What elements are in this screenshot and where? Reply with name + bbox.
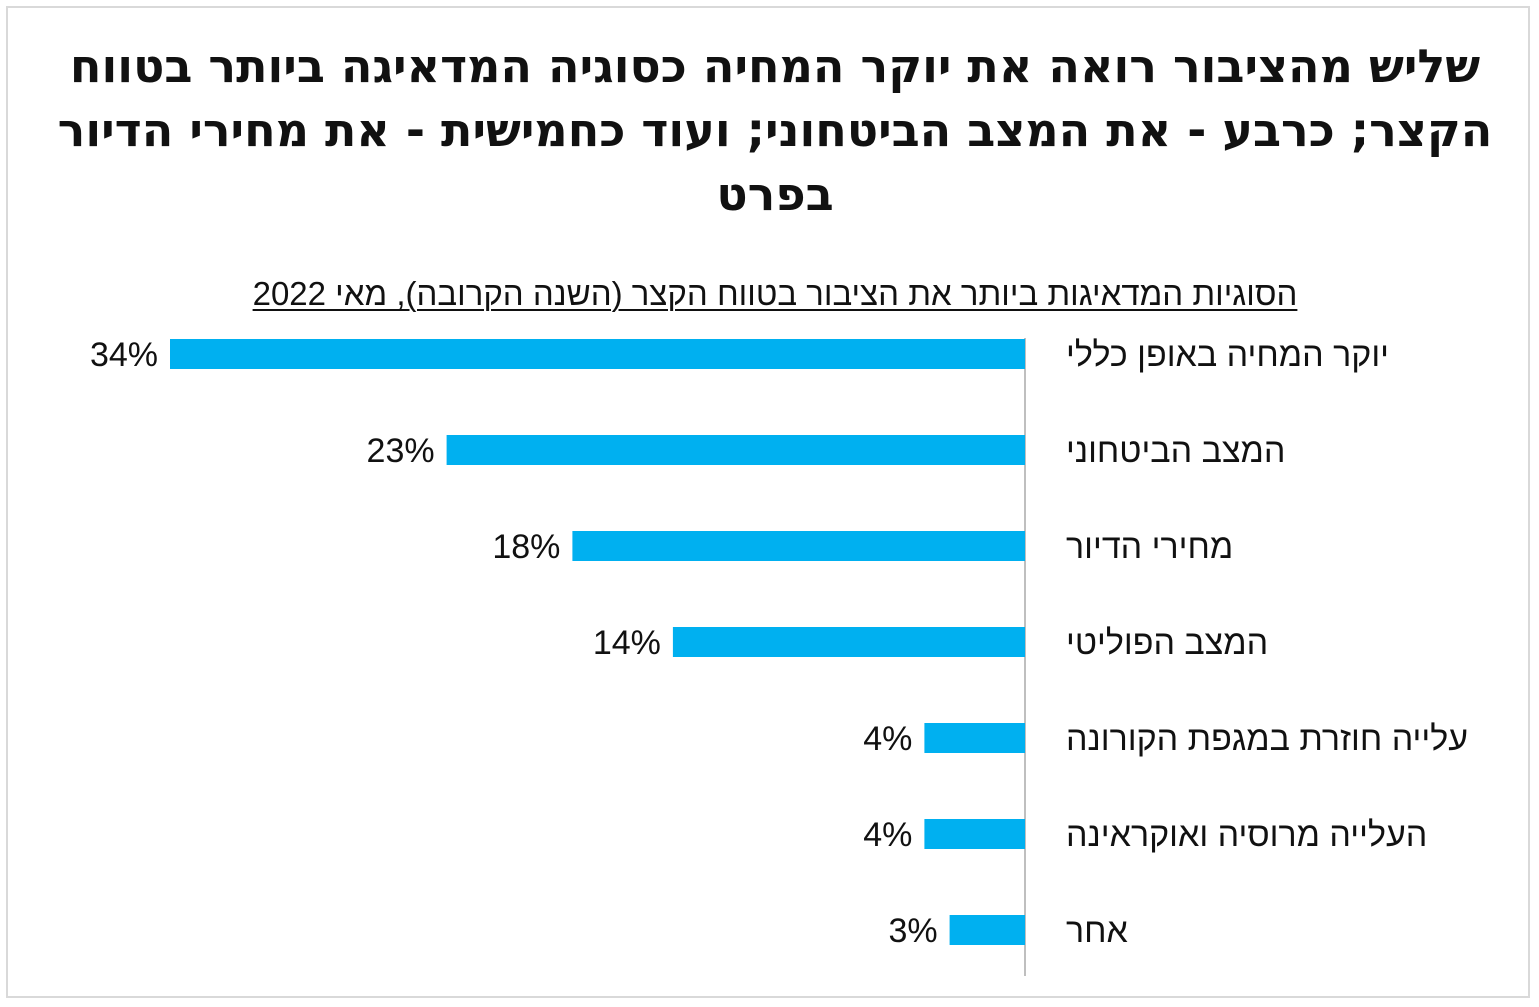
category-label-4: עלייה חוזרת במגפת הקורונה <box>1066 720 1468 758</box>
value-label-1: 23% <box>367 432 435 470</box>
category-label-2: מחירי הדיור <box>1066 528 1233 566</box>
bar-6 <box>949 915 1025 945</box>
bar-0 <box>170 339 1025 369</box>
value-label-4: 4% <box>863 720 912 758</box>
category-label-5: העלייה מרוסיה ואוקראינה <box>1066 816 1427 854</box>
bar-4 <box>924 723 1025 753</box>
bar-3 <box>672 627 1025 657</box>
category-label-1: המצב הביטחוני <box>1066 432 1285 470</box>
bar-5 <box>924 819 1025 849</box>
category-label-3: המצב הפוליטי <box>1066 624 1268 662</box>
value-label-6: 3% <box>888 912 937 950</box>
category-label-0: יוקר המחיה באופן כללי <box>1066 336 1389 374</box>
chart-subtitle: הסוגיות המדאיגות ביותר את הציבור בטווח ה… <box>252 275 1298 312</box>
chart-title: שליש מהציבור רואה את יוקר המחיה כסוגיה ה… <box>57 39 1493 221</box>
value-label-2: 18% <box>492 528 560 566</box>
value-label-5: 4% <box>863 816 912 854</box>
chart-frame <box>6 6 1530 998</box>
value-label-3: 14% <box>593 624 661 662</box>
value-label-0: 34% <box>90 336 158 374</box>
bar-2 <box>572 531 1025 561</box>
category-label-6: אחר <box>1066 912 1128 950</box>
bar-1 <box>446 435 1026 465</box>
